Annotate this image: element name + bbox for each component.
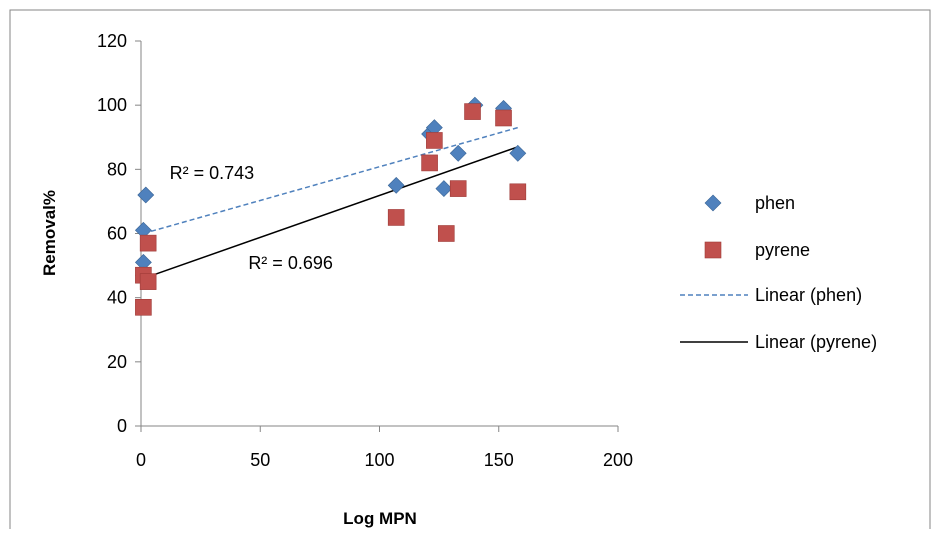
y-tick-label: 20 xyxy=(107,352,127,372)
point-phen xyxy=(509,144,527,162)
x-tick-label: 50 xyxy=(250,450,270,470)
y-tick-label: 60 xyxy=(107,224,127,244)
point-pyrene xyxy=(426,132,443,149)
y-tick-label: 40 xyxy=(107,288,127,308)
legend-label-phen: phen xyxy=(755,193,795,213)
point-pyrene xyxy=(139,234,157,252)
point-pyrene xyxy=(135,298,152,316)
x-axis-title: Log MPN xyxy=(343,509,417,528)
x-tick-label: 100 xyxy=(364,450,394,470)
trendlines: R² = 0.743 R² = 0.696 xyxy=(143,126,519,280)
r2-label-phen: R² = 0.743 xyxy=(170,163,255,183)
axes: 0 20 40 60 80 100 120 0 50 100 150 200 xyxy=(97,31,633,470)
legend-marker-phen xyxy=(704,194,722,212)
y-tick-label: 80 xyxy=(107,159,127,179)
point-phen xyxy=(435,180,453,198)
legend-label-pyrene: pyrene xyxy=(755,240,810,260)
legend-label-linear-phen: Linear (phen) xyxy=(755,285,862,305)
y-axis-title: Removal% xyxy=(40,190,59,276)
chart-border xyxy=(9,9,931,531)
y-tick-label: 0 xyxy=(117,416,127,436)
data-points xyxy=(134,96,527,316)
point-pyrene xyxy=(495,109,512,127)
legend: phen pyrene Linear (phen) Linear (pyrene) xyxy=(680,193,877,352)
x-tick-label: 200 xyxy=(603,450,633,470)
y-tick-label: 100 xyxy=(97,95,127,115)
point-pyrene xyxy=(437,225,455,242)
point-pyrene xyxy=(509,183,527,201)
point-pyrene xyxy=(464,103,481,120)
point-pyrene xyxy=(449,180,467,197)
point-phen xyxy=(387,176,405,194)
point-phen xyxy=(137,186,155,204)
legend-marker-pyrene xyxy=(704,241,722,259)
point-pyrene xyxy=(421,154,438,172)
trendline-phen xyxy=(143,126,519,235)
trendline-pyrene xyxy=(143,146,519,280)
point-pyrene xyxy=(387,209,405,226)
y-tick-label: 120 xyxy=(97,31,127,51)
x-tick-label: 0 xyxy=(136,450,146,470)
x-tick-label: 150 xyxy=(484,450,514,470)
point-phen xyxy=(449,144,467,162)
r2-label-pyrene: R² = 0.696 xyxy=(248,253,333,273)
legend-label-linear-pyrene: Linear (pyrene) xyxy=(755,332,877,352)
point-pyrene xyxy=(139,273,157,290)
